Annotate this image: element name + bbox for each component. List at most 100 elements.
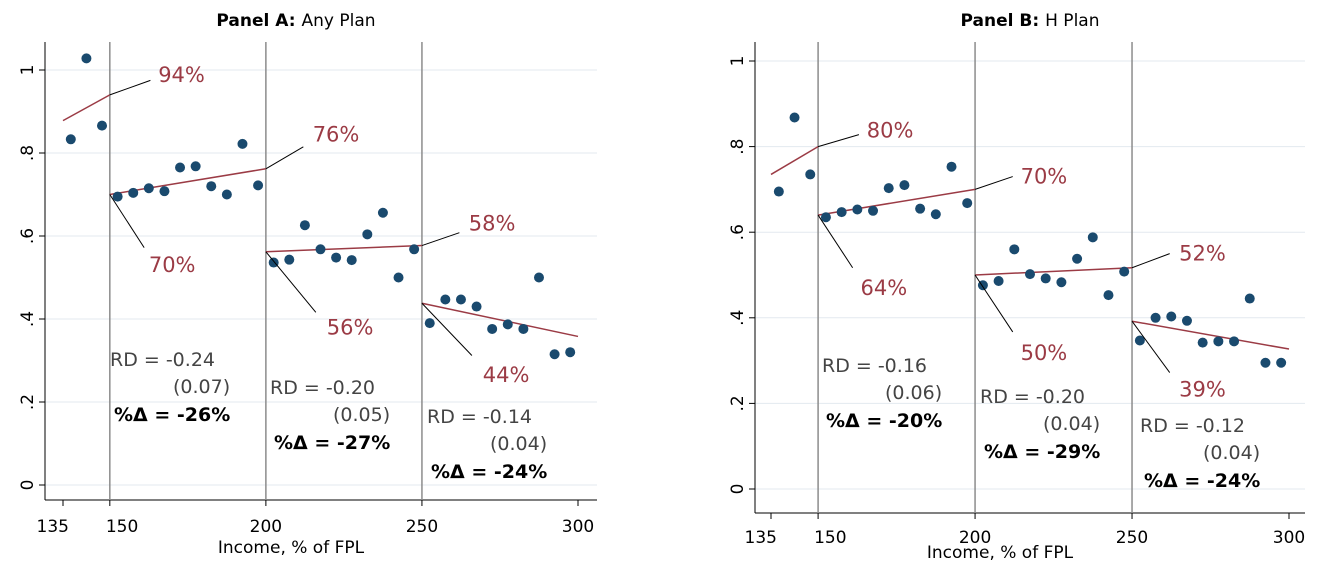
y-tick-label: .8 (728, 138, 748, 154)
annotation-label: 76% (313, 122, 360, 146)
data-point (1260, 357, 1271, 368)
data-point (409, 244, 420, 255)
x-axis-label: Income, % of FPL (218, 538, 365, 558)
annotation-label: 80% (867, 118, 914, 142)
annotation-leader (265, 251, 317, 313)
annotation-label: 44% (483, 363, 530, 387)
data-point (424, 318, 435, 329)
x-tick-label: 150 (814, 528, 846, 548)
data-point (549, 349, 560, 360)
x-tick-label: 135 (745, 528, 777, 548)
data-point (362, 229, 373, 240)
data-point (190, 161, 201, 172)
y-tick-label: .2 (18, 394, 38, 410)
data-point (221, 189, 232, 200)
x-tick-label: 300 (562, 517, 594, 537)
data-point (377, 207, 388, 218)
data-point (440, 294, 451, 305)
x-tick-label: 200 (250, 517, 282, 537)
x-axis-label: Income, % of FPL (927, 543, 1074, 563)
fit-line (62, 94, 111, 122)
data-point (393, 272, 404, 283)
rd-std-error: (0.06) (885, 382, 942, 404)
data-point (946, 161, 957, 172)
data-point (1134, 335, 1145, 346)
data-point (805, 169, 816, 180)
fit-line (975, 266, 1133, 276)
data-point (237, 138, 248, 149)
data-point (175, 162, 186, 173)
annotation-label: 39% (1179, 378, 1226, 402)
annotation-leader (974, 176, 1013, 190)
panel-b: Panel B: H Plan 0 .2 .4 .6 .8 1 135 150 200 250 300 I… (728, 11, 1305, 563)
rd-estimate: RD = -0.24 (110, 349, 215, 371)
fit-line (770, 145, 819, 176)
data-point (868, 205, 879, 216)
data-point (81, 53, 92, 64)
y-tick-label: .8 (18, 145, 38, 161)
data-point (993, 275, 1004, 286)
data-point (315, 244, 326, 255)
data-point (1087, 232, 1098, 243)
data-point (1040, 273, 1051, 284)
fit-line (1131, 320, 1290, 350)
data-point (820, 212, 831, 223)
data-point (836, 207, 847, 218)
rd-std-error: (0.05) (333, 404, 390, 426)
data-point (1197, 337, 1208, 348)
rd-percent-change: %Δ = -27% (274, 432, 390, 454)
annotation-label: 64% (860, 276, 907, 300)
data-point (112, 191, 123, 202)
panel-title-bold: Panel B: (961, 11, 1040, 31)
y-tick-label: 1 (728, 56, 748, 67)
rd-percent-change: %Δ = -24% (431, 461, 547, 483)
rd-percent-change: %Δ = -24% (1144, 470, 1260, 492)
data-point (1229, 336, 1240, 347)
panel-title-subtitle: Any Plan (302, 11, 376, 31)
panel-a: Panel A: Any Plan 0 .2 .4 .6 .8 1 135 150 200 250 30… (18, 11, 597, 558)
rd-percent-change: %Δ = -26% (114, 404, 230, 426)
y-tick-label: .4 (18, 311, 38, 327)
data-point (1072, 253, 1083, 264)
annotation-label: 94% (158, 63, 205, 87)
rd-estimate: RD = -0.16 (822, 355, 927, 377)
y-tick-label: 0 (18, 480, 38, 491)
y-tick-label: .4 (728, 310, 748, 326)
x-tick-label: 135 (37, 517, 69, 537)
annotation-label: 58% (469, 212, 516, 236)
y-tick-label: 0 (728, 484, 748, 495)
data-point (565, 347, 576, 358)
data-point (533, 272, 544, 283)
data-point (852, 204, 863, 215)
panel-title: Panel A: Any Plan (216, 11, 375, 31)
annotation-leader (421, 232, 460, 247)
annotation-leader (265, 146, 304, 170)
data-point (899, 180, 910, 191)
data-point (1009, 244, 1020, 255)
y-tick-label: .6 (728, 224, 748, 240)
data-point (1244, 293, 1255, 304)
data-point (962, 198, 973, 209)
panel-title-subtitle: H Plan (1045, 11, 1099, 31)
annotation-leader (974, 274, 1014, 333)
x-tick-label: 150 (106, 517, 138, 537)
x-tick-label: 250 (406, 517, 438, 537)
data-point (1150, 312, 1161, 323)
rd-estimate: RD = -0.20 (980, 386, 1085, 408)
annotation-leader (817, 134, 860, 148)
rd-percent-change: %Δ = -29% (984, 441, 1100, 463)
data-point (1181, 315, 1192, 326)
data-point (1213, 336, 1224, 347)
rd-std-error: (0.07) (173, 376, 230, 398)
annotation-label: 70% (1021, 165, 1068, 189)
data-point (346, 255, 357, 266)
data-point (518, 323, 529, 334)
fit-line (265, 244, 422, 253)
annotation-label: 50% (1021, 341, 1068, 365)
data-point (143, 183, 154, 194)
annotation-leader (109, 79, 151, 96)
data-point (487, 323, 498, 334)
annotation-label: 56% (327, 315, 374, 339)
data-point (1025, 269, 1035, 280)
annotation-leader (109, 194, 145, 248)
